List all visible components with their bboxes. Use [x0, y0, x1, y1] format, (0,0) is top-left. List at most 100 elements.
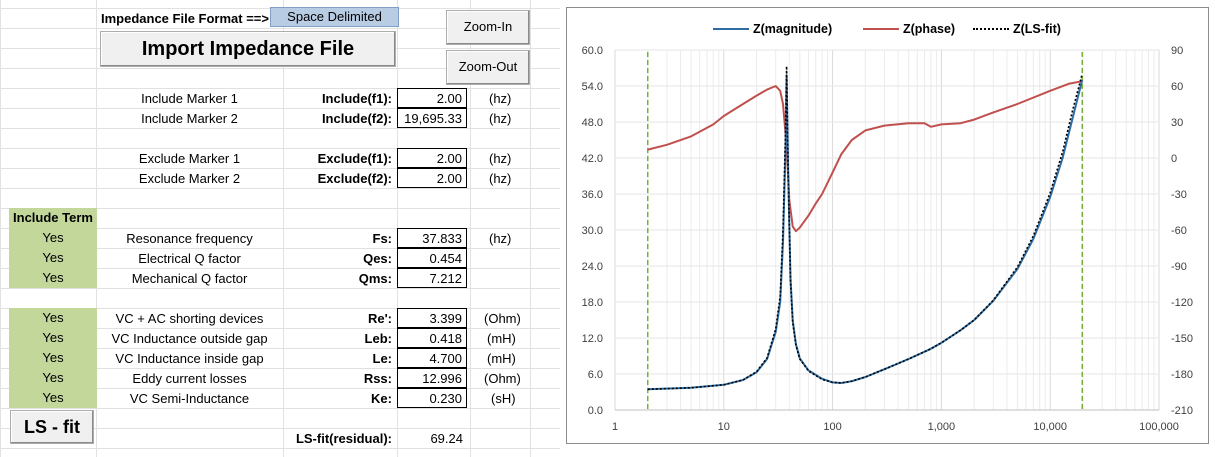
param-label: Le:: [372, 351, 393, 366]
param-desc: Resonance frequency: [126, 231, 253, 246]
param-desc: VC + AC shorting devices: [115, 311, 264, 326]
x-tick-label: 10,000: [1033, 421, 1067, 433]
x-tick-label: 10: [718, 421, 730, 433]
magnitude-series-line: [647, 74, 1084, 391]
phase-series-line: [647, 80, 1083, 233]
fs-value[interactable]: 37.833: [397, 228, 467, 248]
marker-param: Exclude(f2):: [317, 171, 392, 186]
marker-desc: Include Marker 1: [141, 91, 238, 106]
marker-desc: Exclude Marker 1: [138, 151, 241, 166]
zoom-out-button[interactable]: Zoom-Out: [446, 50, 530, 85]
y-right-tick-label: 0: [1171, 153, 1177, 165]
include-toggle[interactable]: Yes: [42, 390, 64, 405]
marker-param: Include(f2):: [321, 111, 392, 126]
param-desc: VC Inductance inside gap: [115, 351, 264, 366]
marker-unit: (hz): [489, 91, 512, 106]
legend-fit-swatch: [973, 28, 1009, 30]
include-toggle[interactable]: Yes: [42, 310, 64, 325]
include-f2-input[interactable]: 19,695.33: [397, 108, 467, 128]
legend-fit: Z(LS-fit): [973, 22, 1061, 36]
include-toggle[interactable]: Yes: [42, 330, 64, 345]
include-toggle[interactable]: Yes: [42, 270, 64, 285]
include-f1-input[interactable]: 2.00: [397, 88, 467, 108]
ke-value[interactable]: 0.230: [397, 388, 467, 408]
include-toggle[interactable]: Yes: [42, 230, 64, 245]
include-column-bottom: [9, 308, 97, 408]
param-desc: VC Semi-Inductance: [129, 391, 250, 406]
exclude-f2-input[interactable]: 2.00: [397, 168, 467, 188]
y-left-tick-label: 42.0: [582, 153, 603, 165]
include-toggle[interactable]: Yes: [42, 250, 64, 265]
x-tick-label: 1: [612, 421, 618, 433]
y-right-tick-label: 60: [1171, 81, 1183, 93]
format-dropdown[interactable]: Space Delimited: [270, 7, 399, 27]
import-impedance-button[interactable]: Import Impedance File: [100, 31, 396, 67]
y-left-tick-label: 30.0: [582, 225, 603, 237]
ls-fit-button[interactable]: LS - fit: [10, 410, 94, 444]
y-right-tick-label: -150: [1171, 333, 1193, 345]
include-toggle[interactable]: Yes: [42, 370, 64, 385]
y-left-tick-label: 24.0: [582, 261, 603, 273]
include-term-header: Include Term: [13, 210, 93, 225]
y-left-tick-label: 48.0: [582, 117, 603, 129]
zoom-in-button[interactable]: Zoom-In: [446, 10, 530, 45]
marker-unit: (hz): [489, 171, 512, 186]
param-label: Qes:: [363, 251, 392, 266]
param-unit: (sH): [491, 391, 516, 406]
y-right-tick-label: -210: [1171, 405, 1193, 417]
param-desc: Electrical Q factor: [138, 251, 241, 266]
exclude-f1-input[interactable]: 2.00: [397, 148, 467, 168]
include-column-top: [9, 208, 97, 288]
y-right-tick-label: 90: [1171, 45, 1183, 57]
y-right-tick-label: 30: [1171, 117, 1183, 129]
re-value[interactable]: 3.399: [397, 308, 467, 328]
impedance-chart[interactable]: 60.0 54.0 48.0 42.0 36.0 30.0 24.0 18.0 12.0 6.0 0…: [566, 7, 1209, 444]
param-label: Rss:: [363, 371, 392, 386]
marker-desc: Include Marker 2: [141, 111, 238, 126]
y-left-tick-label: 6.0: [588, 369, 603, 381]
y-right-tick-label: -90: [1171, 261, 1187, 273]
legend-fit-label: Z(LS-fit): [1013, 22, 1061, 36]
param-unit: (mH): [487, 331, 516, 346]
x-tick-label: 1,000: [928, 421, 956, 433]
param-unit: (Ohm): [484, 371, 521, 386]
x-tick-label: 100,000: [1139, 421, 1179, 433]
param-unit: (Ohm): [484, 311, 521, 326]
chart-canvas: 60.0 54.0 48.0 42.0 36.0 30.0 24.0 18.0 12.0 6.0 0…: [582, 45, 1193, 433]
y-right-tick-label: -120: [1171, 297, 1193, 309]
y-left-tick-label: 60.0: [582, 45, 603, 57]
y-left-tick-label: 12.0: [582, 333, 603, 345]
y-left-tick-label: 18.0: [582, 297, 603, 309]
format-label: Impedance File Format ==>: [101, 11, 269, 26]
legend-phase: Z(phase): [863, 22, 955, 36]
qms-value[interactable]: 7.212: [397, 268, 467, 288]
param-desc: Eddy current losses: [132, 371, 247, 386]
legend-magnitude-label: Z(magnitude): [753, 22, 833, 36]
param-label: Fs:: [372, 231, 393, 246]
y-left-tick-label: 36.0: [582, 189, 603, 201]
y-right-tick-label: -60: [1171, 225, 1187, 237]
y-right-tick-label: -180: [1171, 369, 1193, 381]
marker-unit: (hz): [489, 111, 512, 126]
param-unit: (hz): [489, 231, 512, 246]
le-value[interactable]: 4.700: [397, 348, 467, 368]
marker-unit: (hz): [489, 151, 512, 166]
param-label: Ke:: [371, 391, 392, 406]
legend-magnitude-swatch: [713, 28, 749, 30]
param-unit: (mH): [487, 351, 516, 366]
rss-value[interactable]: 12.996: [397, 368, 467, 388]
qes-value[interactable]: 0.454: [397, 248, 467, 268]
legend-phase-swatch: [863, 28, 899, 30]
marker-desc: Exclude Marker 2: [138, 171, 241, 186]
marker-param: Include(f1):: [321, 91, 392, 106]
param-label: Leb:: [364, 331, 392, 346]
param-label: Qms:: [358, 271, 392, 286]
residual-label: LS-fit(residual):: [295, 431, 392, 446]
y-right-tick-label: -30: [1171, 189, 1187, 201]
param-desc: Mechanical Q factor: [131, 271, 248, 286]
leb-value[interactable]: 0.418: [397, 328, 467, 348]
legend-magnitude: Z(magnitude): [713, 22, 832, 36]
residual-value: 69.24: [430, 431, 463, 446]
include-toggle[interactable]: Yes: [42, 350, 64, 365]
legend-phase-label: Z(phase): [903, 22, 956, 36]
